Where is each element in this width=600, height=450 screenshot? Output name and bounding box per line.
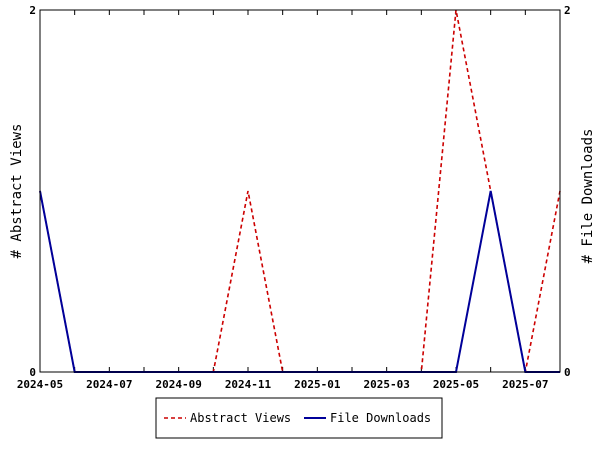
- legend-box: [155, 397, 443, 439]
- y-tick-label-left: 0: [29, 366, 36, 379]
- y-tick-label-right: 2: [564, 4, 571, 17]
- y-tick-label-right: 0: [564, 366, 571, 379]
- x-tick-label: 2024-07: [86, 378, 132, 391]
- x-tick-label: 2024-05: [17, 378, 63, 391]
- y-ticks: 0 2 0 2: [29, 4, 570, 379]
- series-lines: [39, 9, 561, 373]
- plot-area: [39, 9, 561, 373]
- legend: Abstract Views File Downloads: [155, 397, 443, 439]
- legend-label-abstract-views: Abstract Views: [190, 411, 291, 425]
- x-tick-label: 2025-05: [433, 378, 479, 391]
- y-tick-label-left: 2: [29, 4, 36, 17]
- x-tick-label: 2024-11: [225, 378, 272, 391]
- y-axis-left-title: # Abstract Views: [9, 124, 25, 259]
- x-tick-label: 2025-01: [294, 378, 341, 391]
- x-tick-label: 2024-09: [155, 378, 201, 391]
- x-ticks: 2024-05 2024-07 2024-09 2024-11 2025-01 2025-…: [17, 10, 561, 391]
- y-axis-right-title: # File Downloads: [580, 129, 596, 264]
- legend-label-file-downloads: File Downloads: [330, 411, 431, 425]
- series-line-file-downloads: [39, 190, 560, 373]
- x-tick-label: 2025-03: [363, 378, 409, 391]
- x-tick-label: 2025-07: [502, 378, 548, 391]
- series-line-abstract-views: [39, 9, 561, 373]
